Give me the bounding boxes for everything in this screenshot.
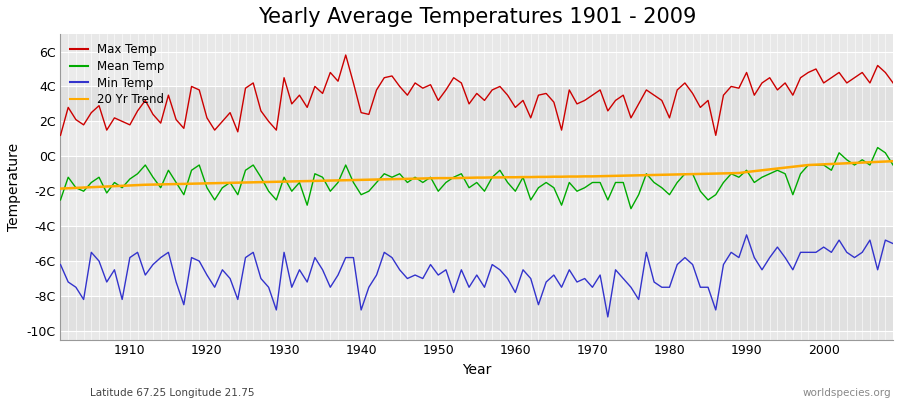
Max Temp <box>610 98 621 103</box>
Bar <box>60 156 893 191</box>
Min Temp <box>610 267 621 272</box>
Line: Mean Temp: Mean Temp <box>60 148 893 209</box>
Title: Yearly Average Temperatures 1901 - 2009: Yearly Average Temperatures 1901 - 2009 <box>257 7 696 27</box>
20 Yr Trend <box>502 175 513 180</box>
20 Yr Trend <box>510 175 521 180</box>
Legend: Max Temp, Mean Temp, Min Temp, 20 Yr Trend: Max Temp, Mean Temp, Min Temp, 20 Yr Tre… <box>67 40 168 110</box>
Max Temp <box>333 79 344 84</box>
Line: Min Temp: Min Temp <box>60 235 893 317</box>
Mean Temp <box>333 180 344 185</box>
Bar <box>60 296 893 331</box>
Line: Max Temp: Max Temp <box>60 55 893 135</box>
Max Temp <box>117 119 128 124</box>
Bar <box>60 226 893 261</box>
20 Yr Trend <box>55 186 66 191</box>
X-axis label: Year: Year <box>462 363 491 377</box>
Y-axis label: Temperature: Temperature <box>7 143 21 231</box>
Mean Temp <box>286 189 297 194</box>
Min Temp <box>602 314 613 319</box>
Mean Temp <box>602 198 613 202</box>
Text: Latitude 67.25 Longitude 21.75: Latitude 67.25 Longitude 21.75 <box>90 388 255 398</box>
Mean Temp <box>502 180 513 185</box>
Min Temp <box>887 241 898 246</box>
Bar <box>60 191 893 226</box>
Line: 20 Yr Trend: 20 Yr Trend <box>60 161 893 188</box>
Bar <box>60 52 893 86</box>
Min Temp <box>333 273 344 278</box>
Bar <box>60 261 893 296</box>
Bar <box>60 121 893 156</box>
Mean Temp <box>872 145 883 150</box>
Mean Temp <box>510 189 521 194</box>
Text: worldspecies.org: worldspecies.org <box>803 388 891 398</box>
20 Yr Trend <box>333 178 344 183</box>
Min Temp <box>286 285 297 290</box>
Max Temp <box>510 105 521 110</box>
Mean Temp <box>117 185 128 190</box>
20 Yr Trend <box>117 183 128 188</box>
Mean Temp <box>55 198 66 202</box>
Min Temp <box>117 297 128 302</box>
Max Temp <box>518 98 528 103</box>
Mean Temp <box>626 206 636 211</box>
20 Yr Trend <box>602 174 613 178</box>
Min Temp <box>742 232 752 237</box>
Max Temp <box>340 53 351 58</box>
Min Temp <box>55 262 66 267</box>
20 Yr Trend <box>887 159 898 164</box>
20 Yr Trend <box>286 179 297 184</box>
Max Temp <box>55 133 66 138</box>
Bar <box>60 86 893 121</box>
Max Temp <box>887 80 898 85</box>
Mean Temp <box>887 163 898 168</box>
Min Temp <box>502 276 513 281</box>
Min Temp <box>510 290 521 295</box>
Max Temp <box>286 102 297 106</box>
